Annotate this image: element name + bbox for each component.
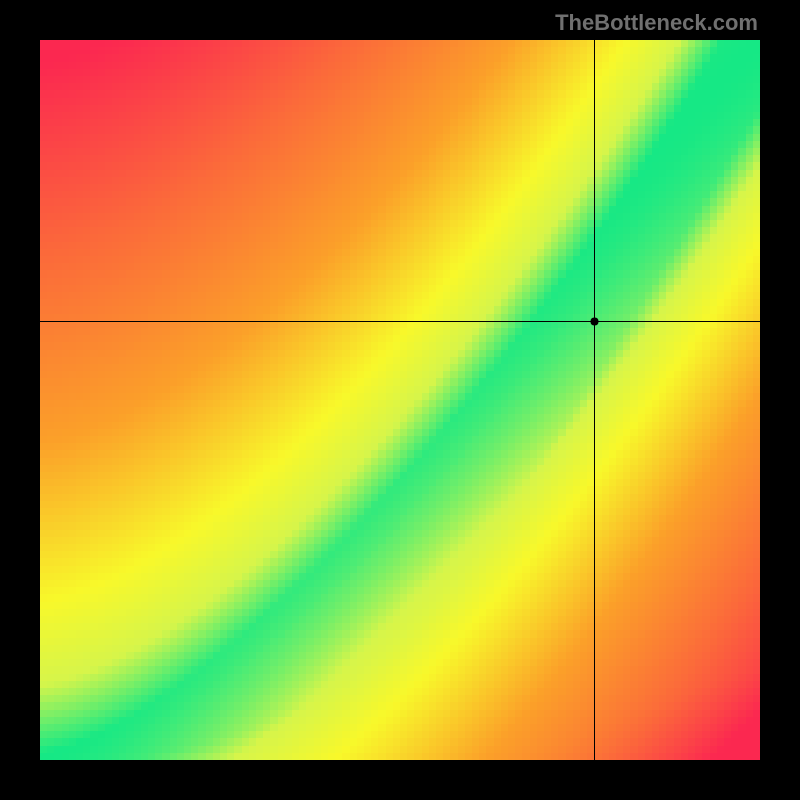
watermark-text: TheBottleneck.com: [555, 10, 758, 36]
bottleneck-heatmap-canvas: [40, 40, 760, 760]
chart-stage: TheBottleneck.com: [0, 0, 800, 800]
